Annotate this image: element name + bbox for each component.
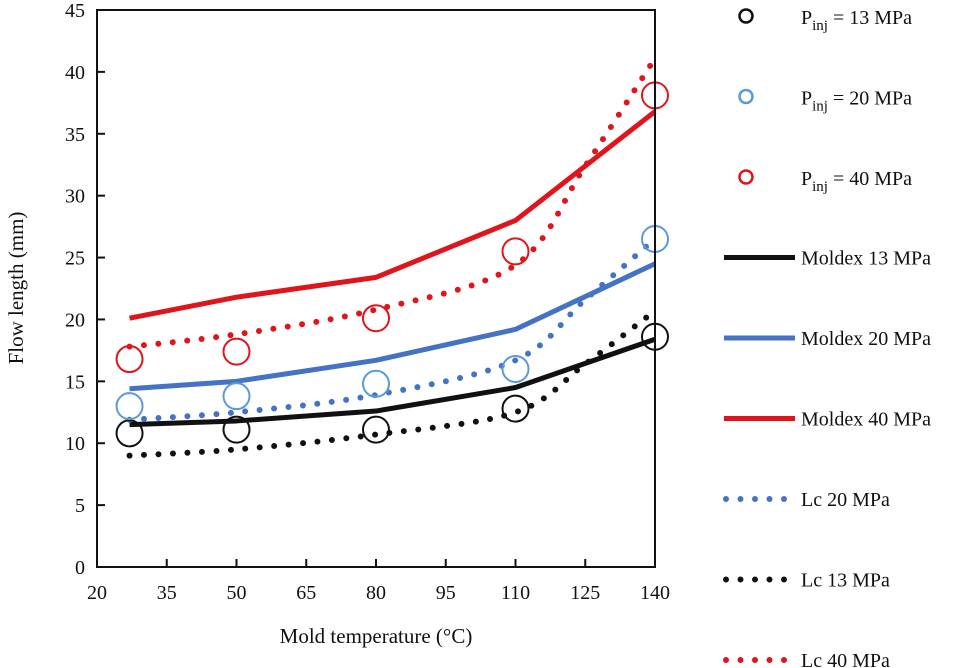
legend-item: Moldex 40 MPa [724, 409, 931, 431]
data-point [362, 369, 390, 398]
y-tick-label: 30 [65, 186, 85, 208]
x-tick-label: 50 [227, 582, 247, 604]
data-point [501, 394, 530, 423]
legend-label: Pinj = 40 MPa [801, 168, 912, 195]
series-moldex-40-mpa [129, 109, 657, 321]
legend-item: Pinj = 13 MPa [738, 7, 912, 34]
series-lc-13-mpa [126, 307, 658, 459]
series-moldex-20-mpa [129, 261, 657, 392]
x-tick-label: 110 [501, 582, 530, 604]
data-point [222, 382, 251, 411]
y-tick-label: 20 [65, 309, 85, 331]
data-point [115, 392, 144, 421]
legend-label: Moldex 13 MPa [801, 248, 931, 270]
legend: Pinj = 13 MPa Pinj = 20 MPa Pinj = 40 MPa M… [723, 7, 931, 668]
x-tick-label: 80 [366, 582, 386, 604]
legend-item: Moldex 13 MPa [724, 248, 931, 270]
series-line [126, 235, 658, 423]
data-point [222, 415, 251, 444]
legend-marker-circle [738, 169, 754, 185]
legend-item: Moldex 20 MPa [724, 328, 931, 350]
y-tick-label: 10 [65, 433, 85, 455]
series-moldex-13-mpa [129, 336, 656, 428]
legend-item: Lc 20 MPa [723, 489, 890, 511]
y-tick-label: 35 [65, 124, 85, 146]
data-point [362, 304, 390, 333]
y-tick-label: 0 [75, 557, 85, 579]
legend-label: Pinj = 13 MPa [801, 7, 912, 34]
series-line [129, 261, 657, 392]
legend-label: Pinj = 20 MPa [801, 88, 912, 115]
x-tick-label: 20 [87, 582, 107, 604]
x-tick-label: 35 [157, 582, 177, 604]
legend-item: Pinj = 40 MPa [738, 168, 912, 195]
data-point [501, 237, 530, 266]
series-pinj-20-mpa [115, 224, 669, 421]
data-point [362, 415, 390, 444]
series-line [126, 307, 658, 459]
legend-label: Moldex 20 MPa [801, 328, 931, 350]
series-line [129, 109, 657, 321]
series-pinj-40-mpa [115, 81, 669, 374]
y-tick-label: 15 [65, 371, 85, 393]
series-line [126, 55, 658, 350]
data-point [501, 354, 530, 383]
y-tick-label: 25 [65, 248, 85, 270]
data-point [222, 337, 251, 366]
legend-label: Lc 20 MPa [801, 489, 890, 511]
legend-marker-circle [738, 8, 754, 24]
legend-item: Lc 40 MPa [723, 650, 890, 668]
data-point [115, 419, 144, 448]
legend-label: Moldex 40 MPa [801, 409, 931, 431]
series-lc-40-mpa [126, 55, 658, 350]
y-tick-label: 40 [65, 62, 85, 84]
x-tick-label: 125 [570, 582, 600, 604]
x-tick-label: 95 [436, 582, 456, 604]
plot-frame [96, 9, 656, 568]
x-tick-label: 140 [640, 582, 670, 604]
data-point [115, 345, 144, 374]
legend-label: Lc 13 MPa [801, 570, 890, 592]
x-tick-label: 65 [296, 582, 316, 604]
y-tick-label: 45 [65, 0, 85, 22]
y-axis-label: Flow length (mm) [4, 212, 28, 365]
series-line [129, 336, 656, 428]
y-tick-label: 5 [75, 495, 85, 517]
legend-item: Lc 13 MPa [723, 570, 890, 592]
legend-item: Pinj = 20 MPa [738, 88, 912, 115]
legend-marker-circle [738, 88, 754, 105]
series-lc-20-mpa [126, 235, 658, 423]
x-axis-label: Mold temperature (°C) [280, 624, 473, 648]
legend-label: Lc 40 MPa [801, 650, 890, 668]
